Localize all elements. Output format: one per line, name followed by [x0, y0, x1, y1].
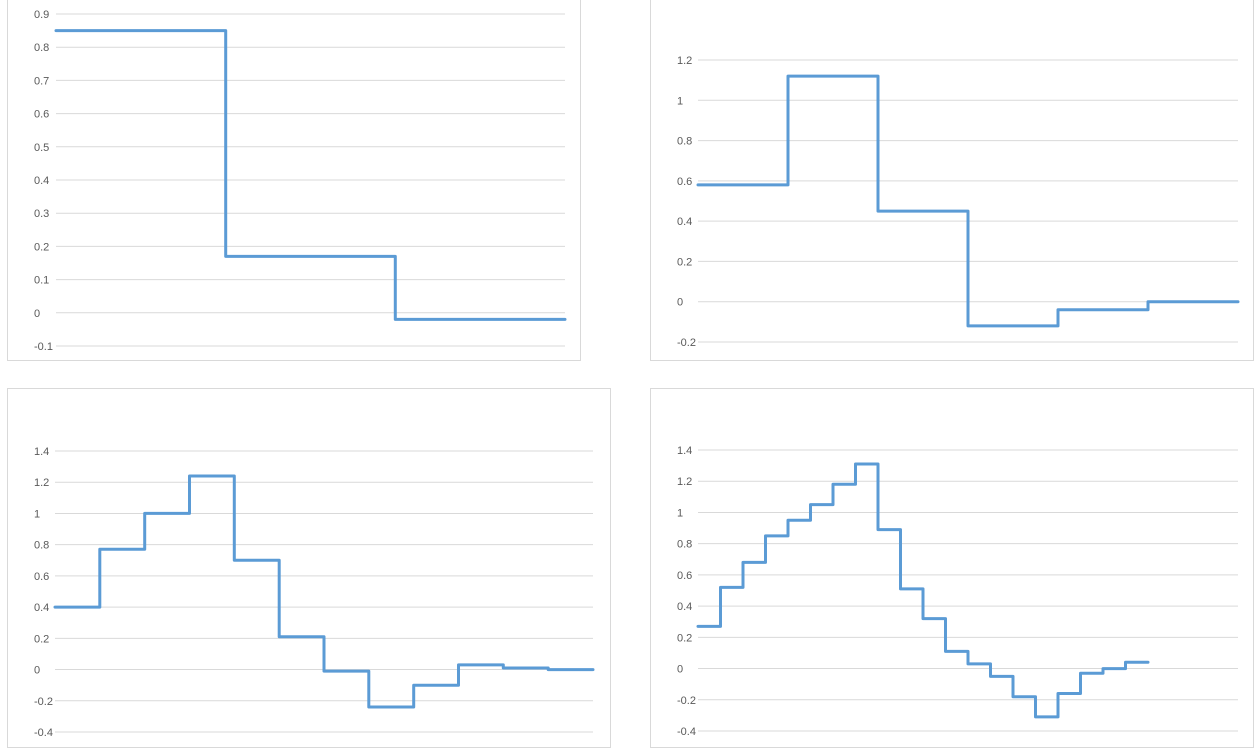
y-tick-label: -0.4	[34, 727, 53, 739]
y-tick-label: 0.4	[677, 601, 692, 613]
y-tick-label: 1	[677, 507, 683, 519]
y-tick-label: 0.6	[677, 570, 692, 582]
y-tick-label: 0.2	[34, 241, 49, 253]
y-tick-label: 0.1	[34, 275, 49, 287]
y-tick-label: 0.4	[34, 602, 49, 614]
series-line	[53, 474, 595, 709]
y-tick-label: 0.8	[34, 42, 49, 54]
y-tick-label: 0.4	[677, 216, 692, 228]
y-tick-label: 0	[34, 308, 40, 320]
y-tick-label: 1	[677, 95, 683, 107]
y-tick-label: -0.2	[677, 695, 696, 707]
y-tick-label: -0.2	[34, 696, 53, 708]
chart-svg-top-left: -0.1 0 0.1 0.2 0.3 0.4 0.5 0.6 0.7 0.8 0.9	[34, 9, 567, 353]
y-tick-label: 0.6	[34, 109, 49, 121]
y-tick-label: 0.3	[34, 208, 49, 220]
series-line	[696, 462, 1150, 719]
y-tick-label: 0.8	[677, 539, 692, 551]
y-tick-label: 0	[677, 664, 683, 676]
y-tick-label: -0.1	[34, 341, 53, 353]
chart-top-left: -0.1 0 0.1 0.2 0.3 0.4 0.5 0.6 0.7 0.8 0.9	[7, 0, 581, 361]
y-tick-label: 0.2	[677, 256, 692, 268]
y-tick-label: 1.4	[34, 446, 49, 458]
y-tick-label: 1.2	[34, 477, 49, 489]
y-tick-label: 0.4	[34, 175, 49, 187]
y-tick-label: 0.5	[34, 142, 49, 154]
series-line	[696, 74, 1240, 328]
chart-svg-top-right: -0.2 0 0.2 0.4 0.6 0.8 1 1.2	[677, 55, 1240, 349]
chart-svg-bottom-left: -0.4 -0.2 0 0.2 0.4 0.6 0.8 1 1.2 1.4	[34, 446, 595, 739]
chart-bottom-right: -0.4 -0.2 0 0.2 0.4 0.6 0.8 1 1.2 1.4	[650, 388, 1254, 748]
y-tick-label: -0.4	[677, 726, 696, 738]
series-line	[54, 29, 567, 321]
y-tick-label: 1.2	[677, 476, 692, 488]
y-tick-label: -0.2	[677, 337, 696, 349]
y-tick-label: 0	[34, 665, 40, 677]
y-tick-label: 0.6	[677, 176, 692, 188]
y-tick-label: 0.2	[34, 633, 49, 645]
y-tick-label: 0.2	[677, 632, 692, 644]
y-tick-label: 0.8	[677, 136, 692, 148]
y-tick-label: 0.8	[34, 540, 49, 552]
y-tick-label: 0.6	[34, 571, 49, 583]
y-tick-label: 1	[34, 508, 40, 520]
chart-bottom-left: -0.4 -0.2 0 0.2 0.4 0.6 0.8 1 1.2 1.4	[7, 388, 611, 748]
y-tick-label: 0.9	[34, 9, 49, 21]
y-tick-label: 0	[677, 297, 683, 309]
chart-top-right: -0.2 0 0.2 0.4 0.6 0.8 1 1.2	[650, 0, 1254, 361]
y-tick-label: 1.4	[677, 445, 692, 457]
y-tick-label: 0.7	[34, 75, 49, 87]
y-tick-label: 1.2	[677, 55, 692, 67]
chart-svg-bottom-right: -0.4 -0.2 0 0.2 0.4 0.6 0.8 1 1.2 1.4	[677, 445, 1238, 738]
